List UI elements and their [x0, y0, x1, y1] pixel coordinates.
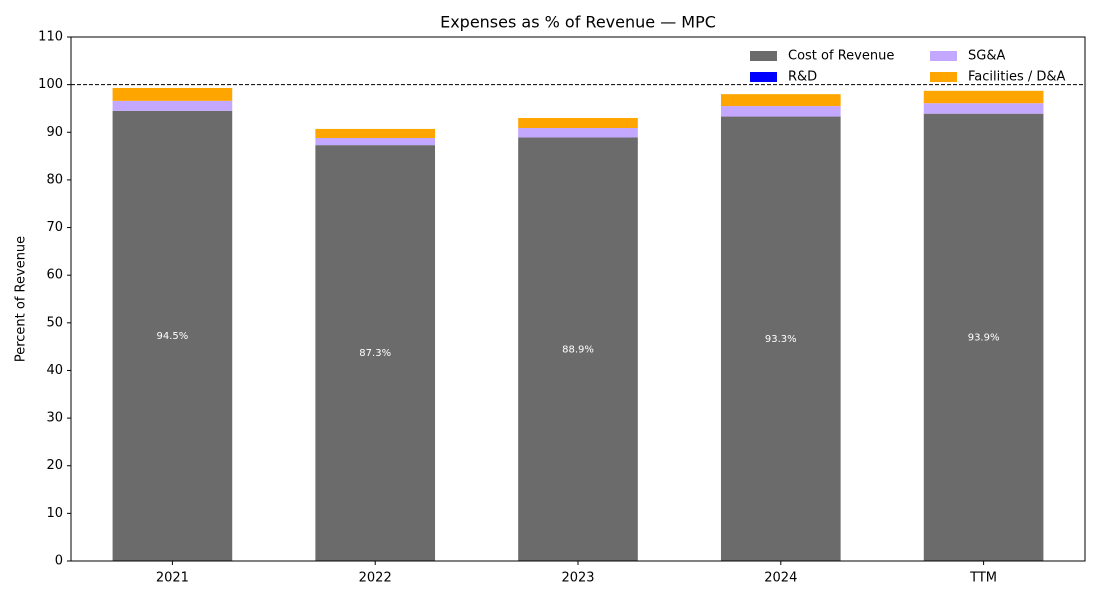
bar-segment: [720, 116, 841, 561]
bar-segment: [315, 137, 436, 146]
bar-segment: [720, 94, 841, 107]
legend-swatch: [750, 72, 777, 82]
value-label: 93.9%: [968, 332, 1000, 343]
y-tick-label: 50: [46, 315, 63, 330]
y-tick-label: 110: [38, 30, 63, 45]
y-tick-label: 60: [46, 268, 63, 283]
bar-segment: [923, 103, 1044, 114]
legend-swatch: [930, 51, 957, 61]
bar-segment: [112, 100, 233, 111]
value-label: 88.9%: [562, 344, 594, 355]
x-tick-label: 2022: [359, 571, 392, 586]
x-tick-label: TTM: [969, 571, 997, 586]
x-tick-label: 2021: [156, 571, 189, 586]
y-tick-label: 10: [46, 506, 63, 521]
y-tick-label: 90: [46, 125, 63, 140]
chart-title: Expenses as % of Revenue — MPC: [440, 13, 716, 32]
y-tick-label: 0: [55, 554, 63, 569]
plot-frame: [70, 36, 1086, 562]
legend-swatch: [750, 51, 777, 61]
y-tick-label: 40: [46, 363, 63, 378]
x-tick-label: 2023: [561, 571, 594, 586]
y-tick-label: 70: [46, 220, 63, 235]
legend-label: Facilities / D&A: [968, 70, 1066, 85]
value-label: 94.5%: [157, 331, 189, 342]
y-tick-label: 20: [46, 458, 63, 473]
bar-segment: [518, 117, 638, 128]
legend-label: R&D: [788, 70, 817, 85]
bar-segment: [518, 127, 638, 138]
y-tick-label: 30: [46, 411, 63, 426]
bar-segment: [518, 137, 638, 561]
bar-segment: [315, 145, 436, 561]
y-tick-label: 100: [38, 77, 63, 92]
bar-segment: [112, 87, 233, 101]
value-label: 87.3%: [359, 348, 391, 359]
bar-segment: [112, 110, 233, 561]
bar-segment: [720, 106, 841, 117]
legend-label: SG&A: [968, 49, 1005, 64]
y-tick-label: 80: [46, 172, 63, 187]
value-label: 93.3%: [765, 334, 797, 345]
bar-segment: [923, 113, 1044, 561]
legend-swatch: [930, 72, 957, 82]
x-tick-label: 2024: [764, 571, 797, 586]
y-axis-label: Percent of Revenue: [14, 236, 29, 362]
legend-label: Cost of Revenue: [788, 49, 894, 64]
bar-segment: [315, 128, 436, 138]
bar-segment: [923, 90, 1044, 104]
